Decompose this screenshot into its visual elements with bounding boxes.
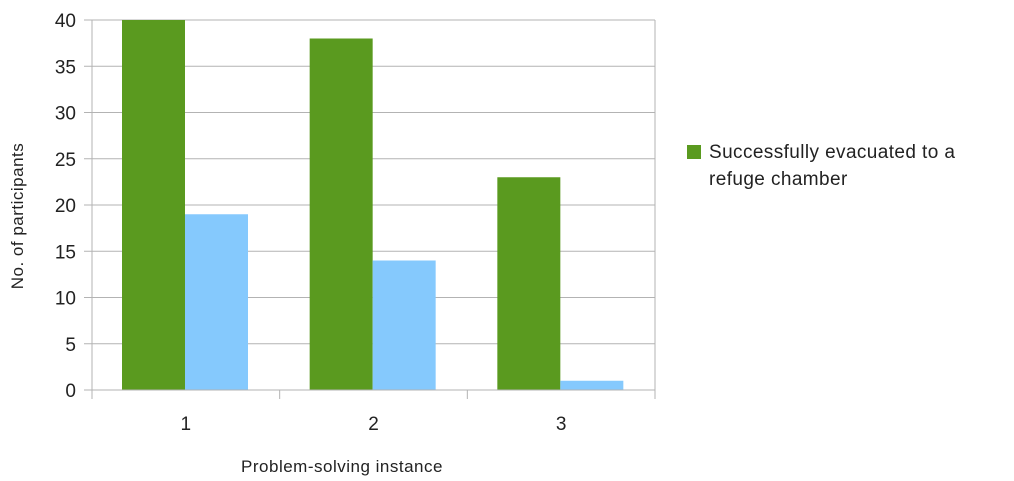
y-tick-label: 40 [55, 11, 76, 32]
bar-series-2-category-1 [185, 214, 248, 390]
bar-series-1-category-3 [497, 177, 561, 390]
y-tick-label: 5 [65, 335, 76, 356]
legend-label-evacuated: Successfully evacuated to a refuge chamb… [709, 142, 956, 190]
legend: Successfully evacuated to a refuge chamb… [687, 139, 1007, 193]
bars [122, 20, 624, 390]
x-tick-label: 1 [181, 414, 192, 435]
x-tick-labels: 1 2 3 [181, 414, 567, 435]
bar-series-1-category-2 [309, 38, 373, 390]
x-tick-label: 3 [556, 414, 567, 435]
y-tick-label: 35 [55, 57, 76, 78]
y-tick-labels: 0 5 10 15 20 25 30 35 40 [55, 11, 76, 402]
axes [84, 19, 656, 399]
y-axis-label: No. of participants [8, 143, 27, 290]
bar-series-1-category-1 [122, 20, 185, 390]
legend-swatch-evacuated [687, 145, 701, 159]
x-axis-label: Problem-solving instance [241, 457, 443, 476]
y-tick-label: 0 [65, 381, 76, 402]
x-tick-label: 2 [368, 414, 379, 435]
bar-series-2-category-3 [560, 380, 624, 390]
y-tick-label: 30 [55, 104, 76, 125]
y-tick-label: 25 [55, 150, 76, 171]
bar-series-2-category-2 [372, 260, 436, 390]
y-tick-label: 15 [55, 242, 76, 263]
y-tick-label: 10 [55, 289, 76, 310]
y-tick-label: 20 [55, 196, 76, 217]
